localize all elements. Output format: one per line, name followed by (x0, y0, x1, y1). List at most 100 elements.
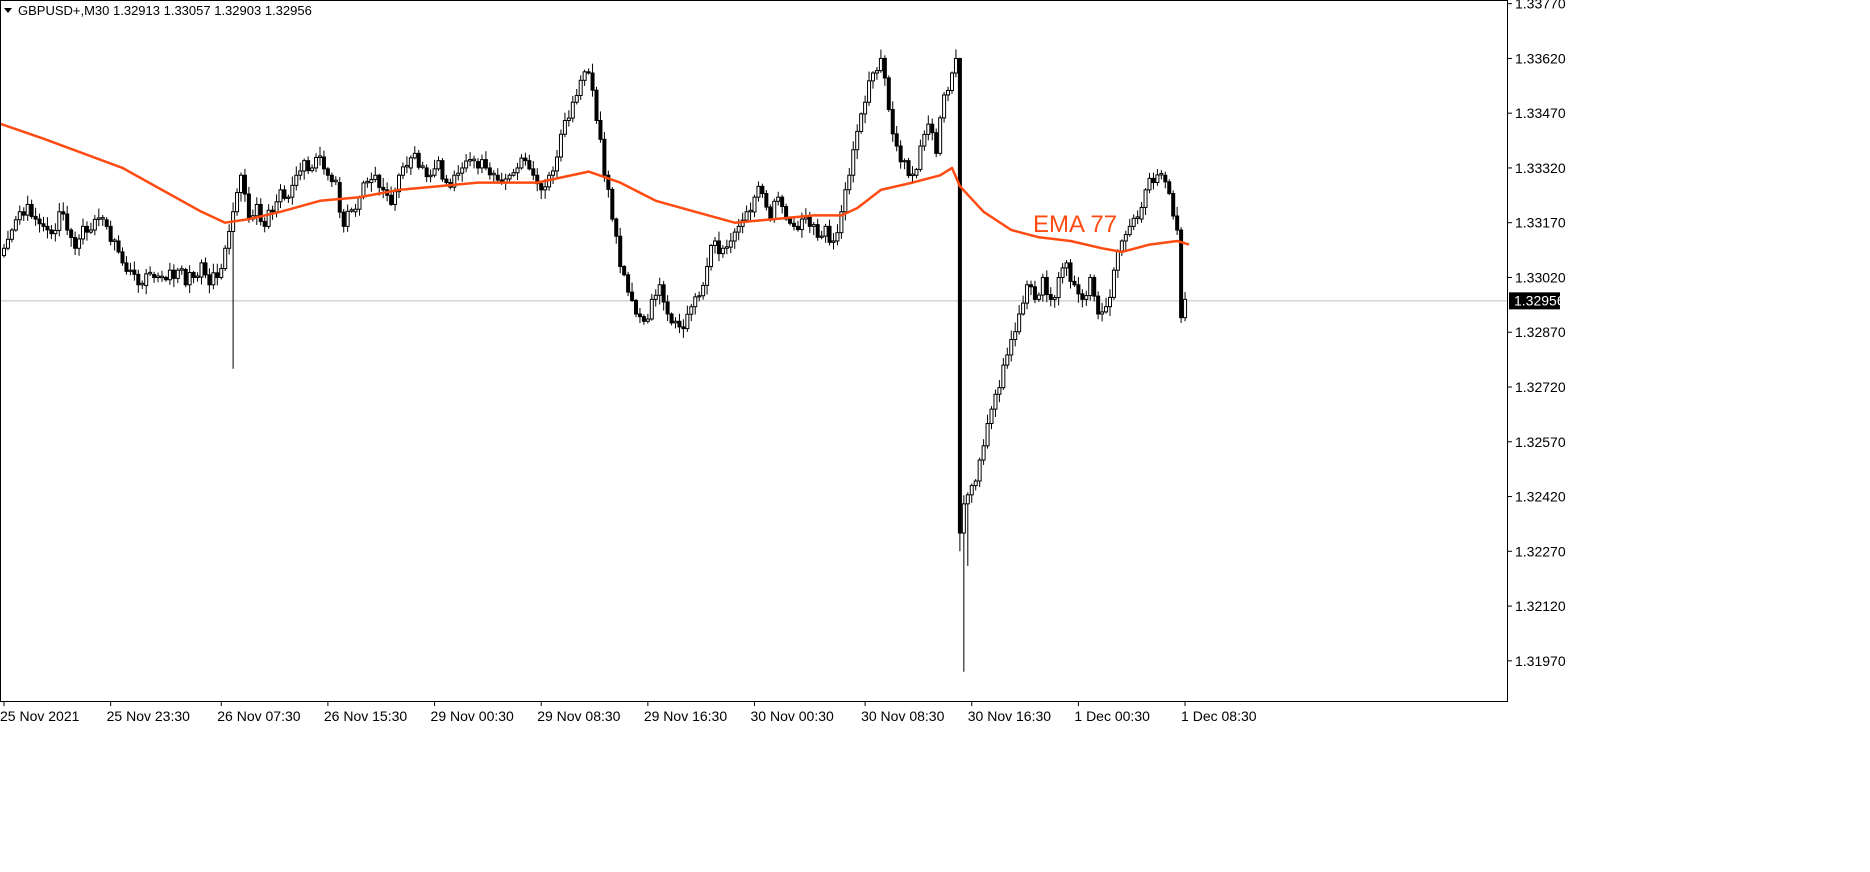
candle (985, 414, 990, 449)
bull-candle-body (859, 113, 864, 132)
bull-candle-body (57, 211, 62, 231)
bull-candle-body (92, 218, 97, 231)
candle (1029, 280, 1033, 296)
bear-candle-body (183, 268, 188, 286)
bull-candle-body (1183, 298, 1188, 319)
candle (61, 202, 66, 221)
bear-candle-body (764, 193, 769, 208)
bull-candle-body (219, 268, 224, 278)
candle (456, 165, 461, 181)
bull-candle-body (1131, 217, 1136, 227)
bear-candle-body (1029, 284, 1033, 288)
bear-candle-body (669, 313, 674, 324)
bear-candle-body (61, 211, 66, 215)
bear-candle-body (827, 225, 832, 243)
candle (989, 406, 994, 430)
bear-candle-body (527, 160, 532, 170)
candle (349, 207, 354, 213)
bull-candle-body (2, 247, 6, 257)
bull-candle-body (748, 209, 753, 213)
bull-candle-body (1155, 174, 1160, 184)
candle (981, 439, 986, 465)
bull-candle-body (211, 272, 216, 286)
candle (9, 228, 14, 243)
candle (693, 293, 698, 315)
candle (831, 233, 836, 250)
candle (227, 224, 232, 255)
candle (1183, 292, 1188, 322)
bull-candle-body (112, 239, 117, 242)
candle (416, 149, 421, 170)
y-tick-label: 1.32120 (1515, 598, 1566, 614)
bear-candle-body (136, 273, 141, 286)
bull-candle-body (179, 268, 184, 271)
bull-candle-body (732, 231, 737, 242)
candle (689, 303, 694, 322)
candle (1123, 230, 1128, 251)
bull-candle-body (693, 296, 698, 308)
candle (886, 75, 891, 112)
bull-candle-body (562, 119, 567, 135)
candle (207, 268, 212, 294)
candle (756, 181, 761, 202)
candle (1036, 292, 1041, 302)
bear-candle-body (586, 71, 591, 74)
triangle-down-icon[interactable] (4, 8, 12, 13)
bear-candle-body (807, 216, 812, 227)
bull-candle-body (96, 217, 101, 220)
candle (906, 157, 911, 179)
candle (977, 457, 982, 488)
bull-candle-body (776, 196, 781, 202)
time-axis[interactable]: 25 Nov 2021 25 Nov 23:30 26 Nov 07:30 26 No… (0, 701, 1257, 724)
bear-candle-body (681, 326, 686, 330)
bull-candle-body (1001, 364, 1006, 389)
candle (100, 214, 105, 226)
x-tick-label: 1 Dec 08:30 (1181, 708, 1257, 724)
bull-candle-body (17, 211, 22, 221)
candle (511, 168, 516, 177)
candle (479, 154, 484, 174)
candle (460, 162, 465, 182)
x-tick-label: 25 Nov 23:30 (107, 708, 190, 724)
bear-candle-body (282, 189, 287, 199)
bull-candle-body (239, 174, 243, 194)
bear-candle-body (21, 211, 26, 216)
bear-candle-body (665, 301, 670, 315)
bear-candle-body (630, 291, 635, 301)
bull-candle-body (551, 170, 556, 176)
bear-candle-body (416, 152, 421, 168)
candle (847, 167, 852, 195)
candle (389, 186, 394, 207)
bear-candle-body (780, 196, 785, 208)
candle (562, 112, 567, 138)
bull-candle-body (1123, 234, 1128, 242)
candle (673, 317, 678, 329)
candle (160, 270, 164, 282)
candle (1084, 290, 1089, 306)
candle (1139, 202, 1144, 223)
bull-candle-body (1100, 311, 1105, 315)
bull-candle-body (175, 269, 180, 279)
candle (1135, 210, 1140, 225)
bear-candle-body (440, 160, 445, 180)
candle (681, 319, 686, 338)
candle (882, 55, 887, 86)
x-tick-label: 1 Dec 00:30 (1074, 708, 1150, 724)
candle (792, 217, 796, 231)
candle (163, 275, 168, 282)
bear-candle-body (270, 209, 275, 213)
candle (298, 162, 303, 181)
candle (29, 199, 34, 219)
y-tick-label: 1.33170 (1515, 215, 1566, 231)
bull-candle-body (314, 156, 319, 169)
bear-candle-body (1048, 294, 1053, 300)
price-axis[interactable]: 1.33770 1.33620 1.33470 1.33320 1.33170 1.330… (1507, 0, 1566, 669)
bear-candle-body (321, 156, 326, 170)
bear-candle-body (930, 123, 935, 134)
bull-candle-body (1147, 177, 1152, 191)
candle (780, 194, 785, 214)
candle (776, 191, 781, 206)
candle (223, 245, 228, 272)
